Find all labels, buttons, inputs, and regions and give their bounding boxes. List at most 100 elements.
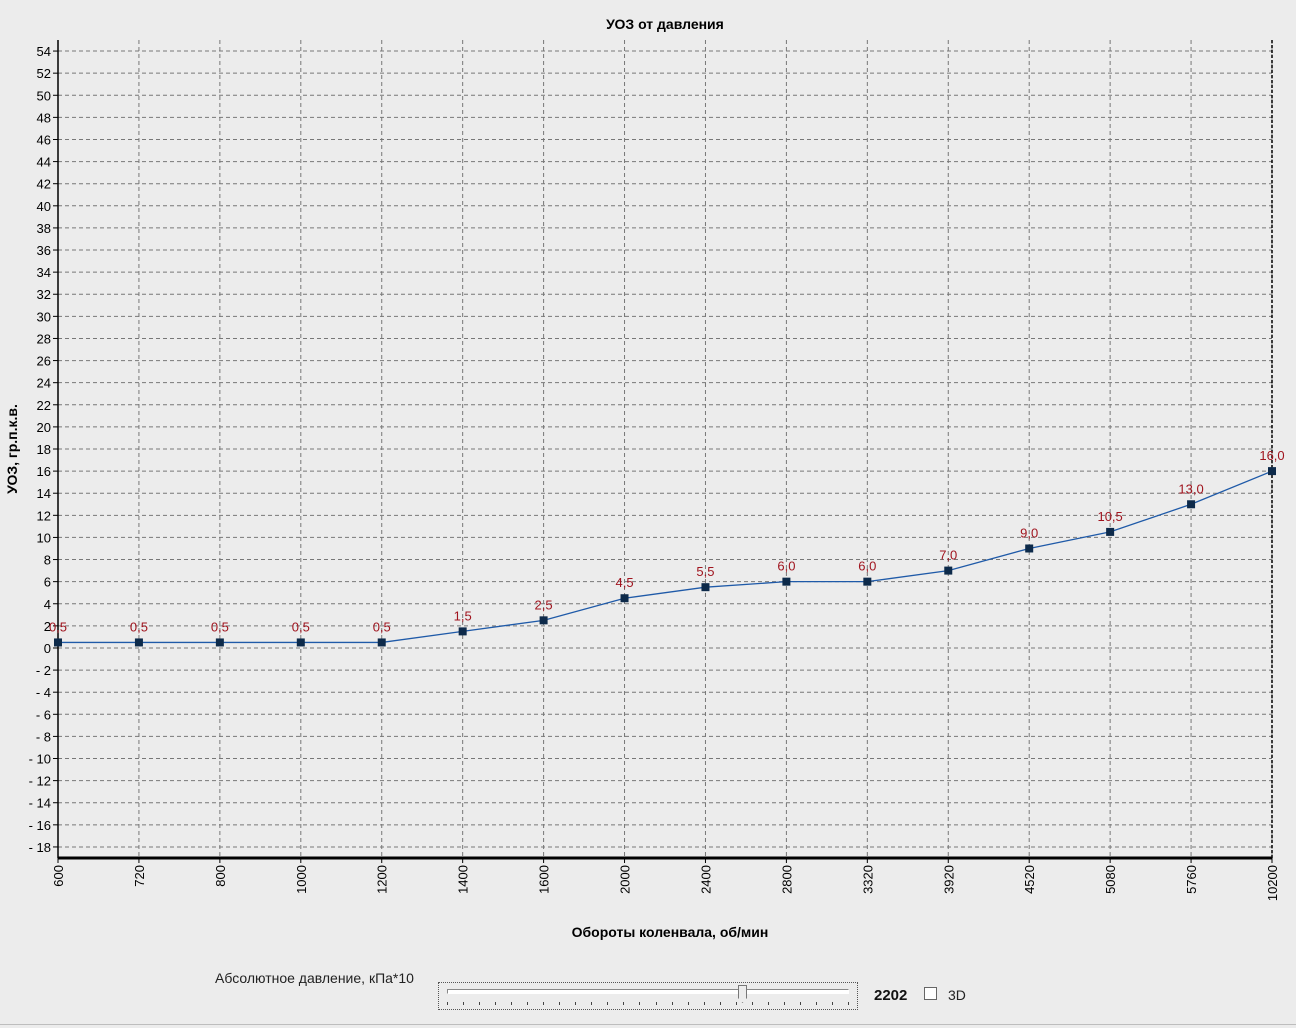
x-tick-label: 1400 — [456, 865, 471, 894]
y-tick-labels: 5452504846444240383634323028262422201816… — [29, 44, 51, 855]
data-label: 1,5 — [454, 608, 472, 623]
x-tick-label: 5080 — [1103, 865, 1118, 894]
slider-tick — [832, 1002, 833, 1005]
y-tick-label: 32 — [37, 287, 51, 302]
grid — [58, 40, 1273, 858]
data-point — [377, 638, 386, 647]
slider-tick — [623, 1002, 624, 1005]
y-tick-label: 36 — [37, 243, 51, 258]
series-line — [58, 470, 1273, 644]
data-point — [620, 594, 629, 603]
data-point — [458, 627, 467, 636]
slider-tick — [672, 1002, 673, 1005]
y-tick-label: 14 — [37, 486, 51, 501]
chart: УОЗ от давления УОЗ, гр.п.к.в. Обороты к… — [4, 16, 1285, 940]
slider-tick — [495, 1002, 496, 1005]
x-tick-label: 1600 — [537, 865, 552, 894]
y-tick-label: 42 — [37, 177, 51, 192]
data-label: 9,0 — [1020, 525, 1038, 540]
data-label: 0,5 — [49, 619, 67, 634]
y-tick-label: 24 — [37, 376, 51, 391]
pressure-label: Абсолютное давление, кПа*10 — [215, 970, 414, 986]
y-tick-label: 48 — [37, 110, 51, 125]
slider-thumb[interactable] — [738, 985, 747, 1003]
data-label: 5,5 — [696, 564, 714, 579]
data-label: 16,0 — [1259, 448, 1284, 463]
slider-tick — [800, 1002, 801, 1005]
pressure-slider[interactable] — [438, 982, 858, 1010]
x-tick-label: 2400 — [698, 865, 713, 894]
slider-track[interactable] — [447, 989, 849, 994]
control-panel: Абсолютное давление, кПа*10 2202 3D — [0, 960, 1296, 1028]
data-point — [215, 638, 224, 647]
y-tick-label: - 8 — [36, 729, 51, 744]
slider-tick — [752, 1002, 753, 1005]
y-tick-label: 2 — [44, 619, 51, 634]
data-label: 4,5 — [615, 575, 633, 590]
checkbox-3d-label: 3D — [948, 987, 966, 1003]
x-tick-label: 5760 — [1184, 865, 1199, 894]
slider-tick — [656, 1002, 657, 1005]
y-tick-label: 18 — [37, 442, 51, 457]
x-tick-label: 720 — [132, 865, 147, 887]
data-point — [134, 638, 143, 647]
data-label: 6,0 — [858, 559, 876, 574]
y-tick-label: 54 — [37, 44, 51, 59]
y-tick-label: 10 — [37, 530, 51, 545]
y-tick-label: 8 — [44, 553, 51, 568]
slider-tick — [575, 1002, 576, 1005]
y-tick-label: 0 — [44, 641, 51, 656]
data-label: 7,0 — [939, 548, 957, 563]
y-tick-label: 50 — [37, 88, 51, 103]
slider-tick — [736, 1002, 737, 1005]
data-point — [944, 566, 953, 575]
slider-tick — [688, 1002, 689, 1005]
y-tick-label: 26 — [37, 354, 51, 369]
y-tick-label: 34 — [37, 265, 51, 280]
y-tick-label: 52 — [37, 66, 51, 81]
x-tick-label: 2000 — [618, 865, 633, 894]
y-tick-label: 6 — [44, 575, 51, 590]
x-tick-label: 1000 — [294, 865, 309, 894]
y-tick-label: 38 — [37, 221, 51, 236]
data-point — [782, 577, 791, 586]
y-tick-label: 46 — [37, 132, 51, 147]
y-tick-label: 20 — [37, 420, 51, 435]
data-point — [1025, 544, 1034, 553]
x-tick-label: 4520 — [1022, 865, 1037, 894]
y-tick-label: 12 — [37, 508, 51, 523]
slider-tick — [559, 1002, 560, 1005]
slider-tick — [463, 1002, 464, 1005]
x-tick-label: 600 — [51, 865, 66, 887]
slider-tick — [591, 1002, 592, 1005]
data-label: 13,0 — [1178, 481, 1203, 496]
data-label: 0,5 — [373, 619, 391, 634]
data-label: 0,5 — [211, 619, 229, 634]
y-tick-label: - 14 — [29, 796, 51, 811]
y-tick-label: 44 — [37, 155, 51, 170]
y-tick-label: - 6 — [36, 707, 51, 722]
checkbox-3d[interactable] — [924, 987, 937, 1000]
slider-ticks — [447, 1002, 849, 1006]
slider-tick — [639, 1002, 640, 1005]
y-tick-label: 30 — [37, 309, 51, 324]
data-point — [539, 616, 548, 625]
axes — [53, 40, 1273, 863]
slider-tick — [527, 1002, 528, 1005]
data-label: 10,5 — [1097, 509, 1122, 524]
y-tick-label: 16 — [37, 464, 51, 479]
data-label: 2,5 — [535, 597, 553, 612]
data-label: 6,0 — [777, 559, 795, 574]
slider-tick — [768, 1002, 769, 1005]
y-tick-label: 28 — [37, 331, 51, 346]
pressure-value: 2202 — [874, 987, 908, 1004]
x-tick-labels: 600 720 800 1000 1200 1400 1600 2000 2400 2800 332… — [51, 865, 1280, 901]
x-tick-label: 1200 — [375, 865, 390, 894]
chart-title: УОЗ от давления — [606, 16, 724, 32]
y-tick-label: 22 — [37, 398, 51, 413]
data-point — [1187, 500, 1196, 509]
x-tick-label: 3320 — [860, 865, 875, 894]
divider — [0, 1024, 1296, 1025]
slider-tick — [704, 1002, 705, 1005]
data-point — [1106, 527, 1115, 536]
